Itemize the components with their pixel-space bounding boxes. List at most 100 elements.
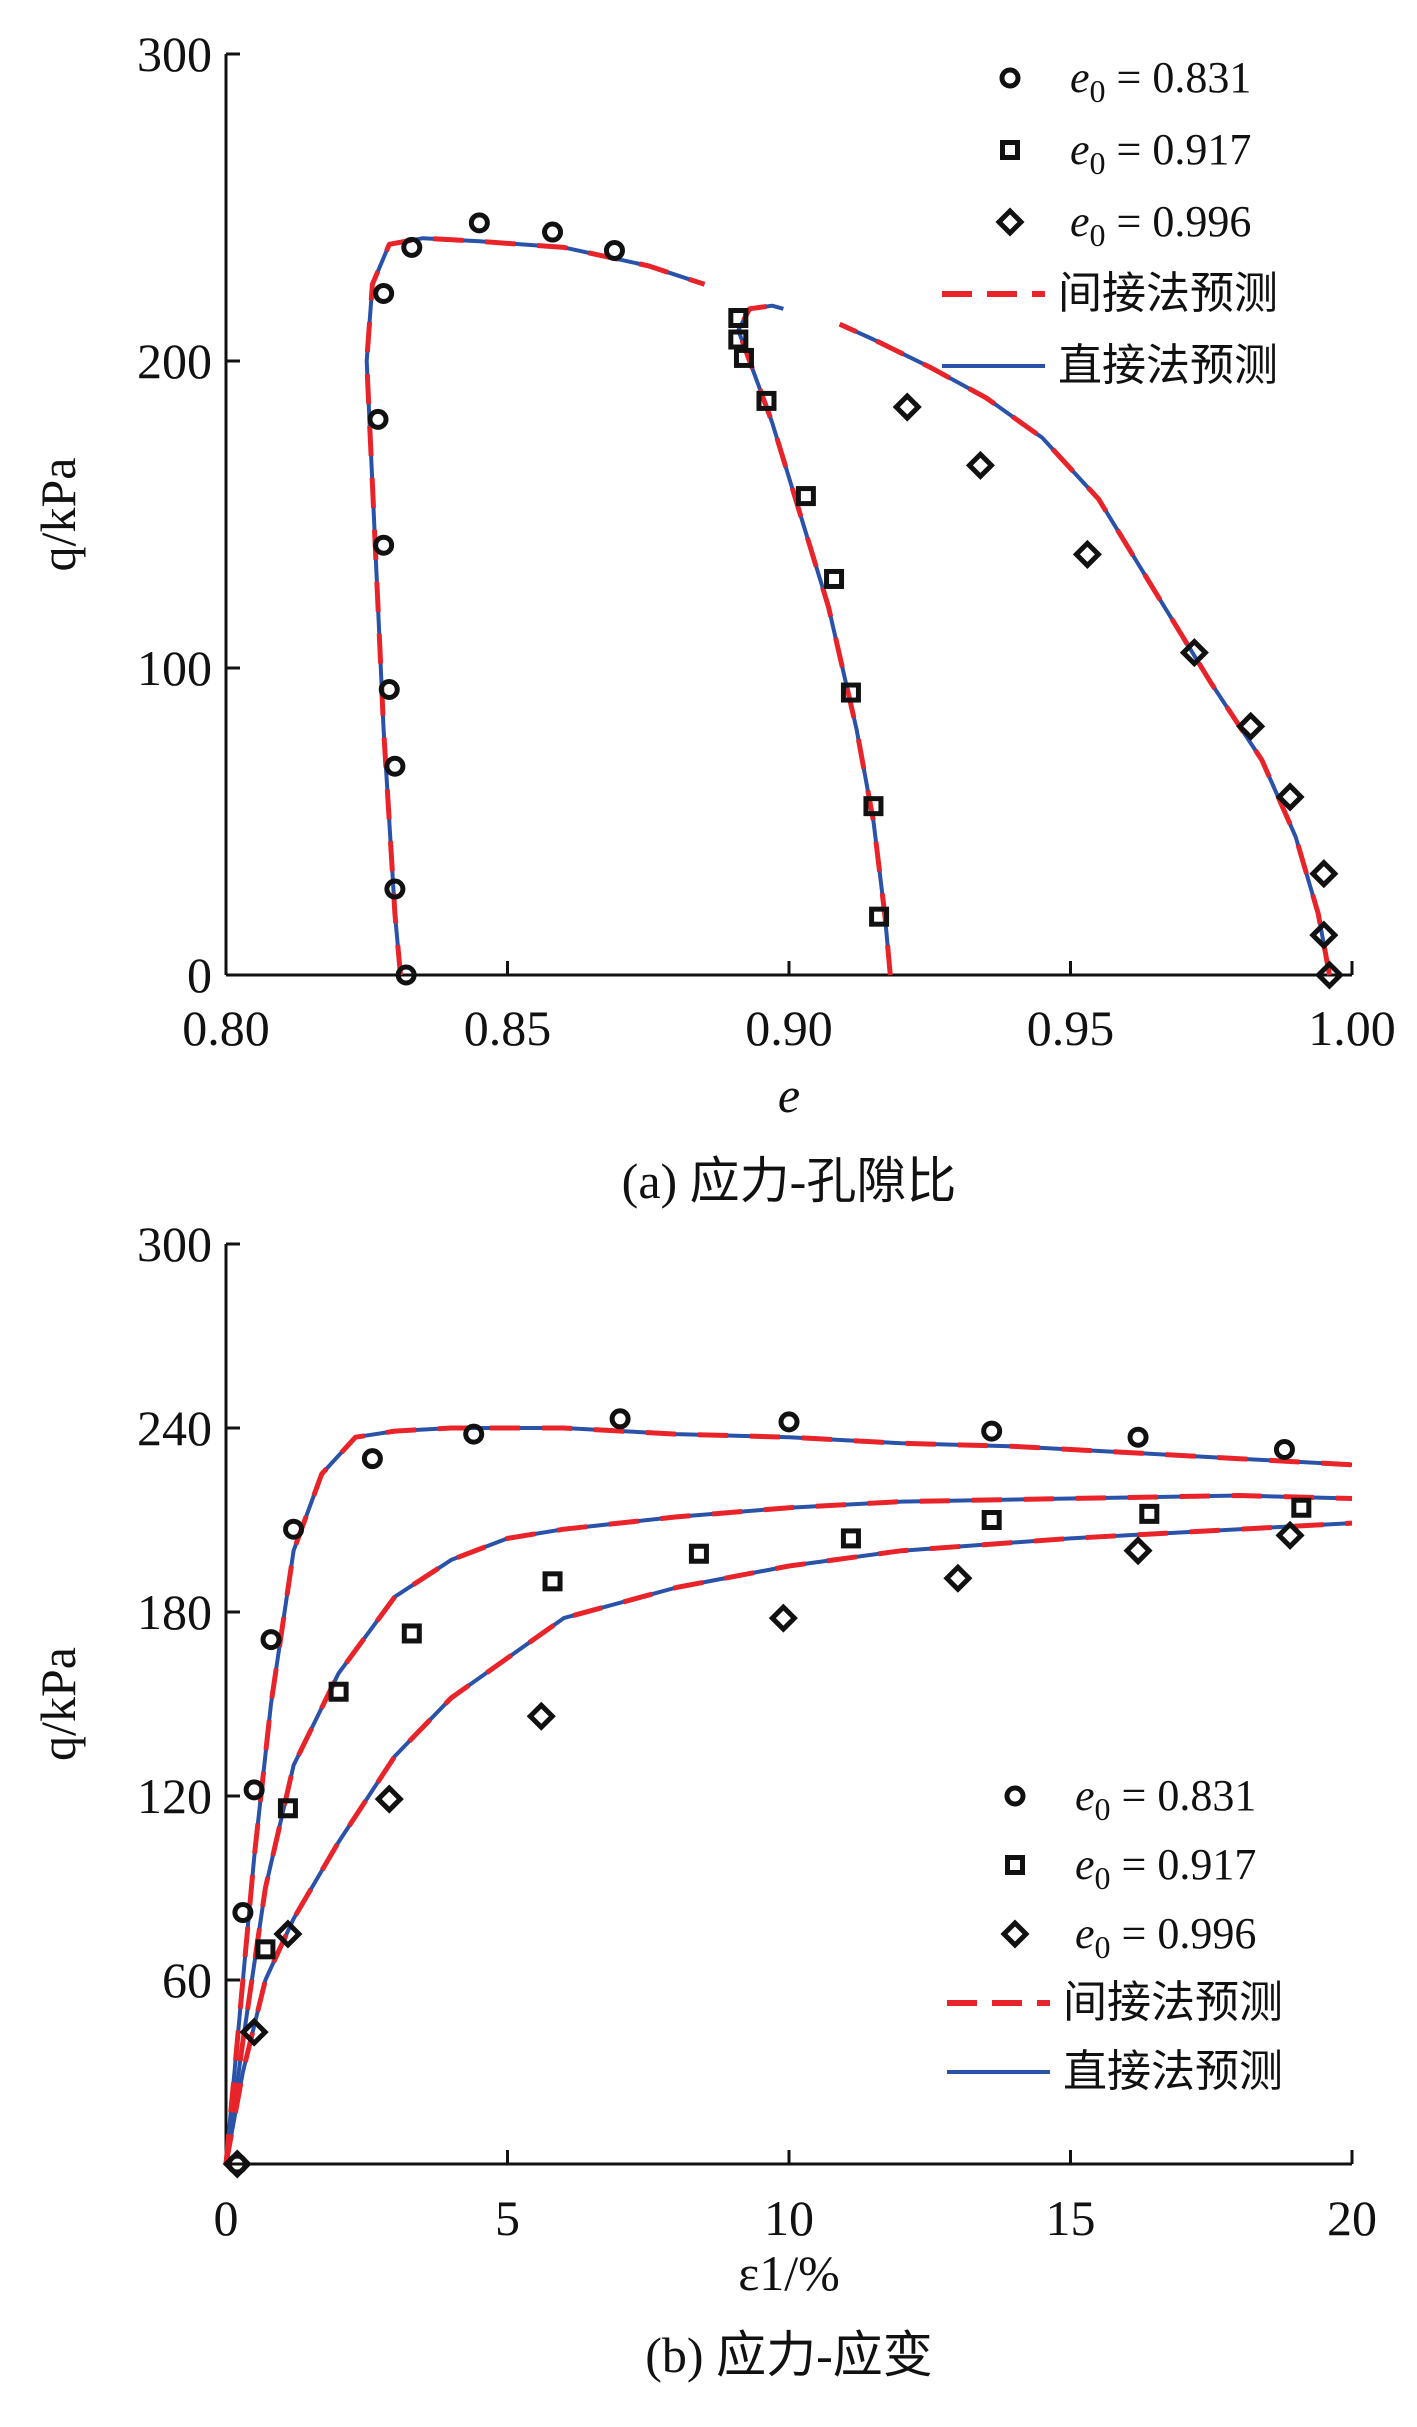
data-point-circle: [778, 1411, 800, 1433]
data-point-circle: [232, 1902, 254, 1924]
legend-marker-diamond: [995, 207, 1025, 237]
x-tick-label: 1.00: [1308, 1000, 1396, 1056]
data-point-circle: [243, 1779, 265, 1801]
data-point-diamond: [1179, 638, 1209, 668]
legend-marker-square: [1005, 1855, 1025, 1875]
x-tick-label: 10: [764, 2190, 814, 2246]
data-point-circle: [395, 964, 417, 986]
data-point-diamond: [1309, 859, 1339, 889]
data-point-circle: [981, 1420, 1003, 1442]
data-point-diamond: [1275, 782, 1305, 812]
data-point-square: [733, 347, 754, 368]
legend-label: e0 = 0.996: [1070, 197, 1251, 253]
data-point-circle: [373, 282, 395, 304]
legend-label: e0 = 0.917: [1070, 125, 1251, 181]
data-point-square: [255, 1939, 276, 1960]
data-point-diamond: [222, 2149, 252, 2179]
y-tick-label: 240: [137, 1400, 212, 1456]
indirect-prediction-curve-2: [223, 1493, 1353, 2165]
data-point-circle: [468, 212, 490, 234]
legend-label: 直接法预测: [1058, 341, 1278, 390]
data-point-diamond: [273, 1919, 303, 1949]
indirect-prediction-curve-2: [735, 303, 893, 976]
data-point-circle: [384, 878, 406, 900]
y-tick-label: 0: [187, 947, 212, 1003]
legend-label: e0 = 0.917: [1075, 1840, 1256, 1896]
y-tick-label: 200: [137, 333, 212, 389]
data-point-diamond: [768, 1603, 798, 1633]
x-tick-label: 15: [1046, 2190, 1096, 2246]
legend-marker-diamond: [1000, 1919, 1030, 1949]
y-tick-label: 120: [137, 1768, 212, 1824]
legend-label: e0 = 0.831: [1075, 1771, 1256, 1827]
chart-a-stress-void-ratio: 0.80 0.85 0.90 0.95 1.00 0 100 200 300 q/kPa e (a) …: [30, 26, 1396, 1209]
data-point-square: [981, 1510, 1002, 1530]
x-tick-label: 20: [1327, 2190, 1377, 2246]
data-point-circle: [367, 408, 389, 430]
data-point-circle: [463, 1423, 485, 1445]
x-tick-label: 0.85: [464, 1000, 552, 1056]
data-point-square: [869, 906, 890, 927]
data-point-circle: [260, 1629, 282, 1651]
data-point-square: [328, 1681, 349, 1702]
data-point-square: [688, 1543, 709, 1564]
legend-marker-circle: [999, 67, 1021, 89]
data-point-diamond: [239, 2017, 269, 2047]
data-point-circle: [283, 1518, 305, 1540]
data-point-square: [728, 329, 749, 350]
indirect-prediction-curve-1: [364, 235, 706, 976]
data-point-square: [542, 1571, 563, 1592]
data-point-square: [863, 796, 884, 817]
indirect-prediction-curve-3: [223, 1520, 1353, 2165]
data-point-diamond: [526, 1701, 556, 1731]
data-point-diamond: [1123, 1536, 1153, 1566]
data-point-square: [1139, 1503, 1160, 1524]
data-point-square: [795, 486, 816, 507]
legend-label: e0 = 0.996: [1075, 1909, 1256, 1965]
y-tick-label: 60: [162, 1952, 212, 2008]
direct-prediction-curve-1: [364, 236, 706, 976]
x-tick-label: 0.90: [745, 1000, 833, 1056]
data-point-square: [277, 1798, 298, 1819]
data-point-square: [1291, 1497, 1312, 1518]
data-point-diamond: [374, 1784, 404, 1814]
x-axis-label: ε1/%: [738, 2245, 840, 2301]
data-point-diamond: [943, 1563, 973, 1593]
data-point-circle: [361, 1448, 383, 1470]
legend-marker-circle: [1004, 1785, 1026, 1807]
data-point-circle: [401, 236, 423, 258]
x-tick-label: 0: [214, 2190, 239, 2246]
y-tick-label: 100: [137, 640, 212, 696]
y-axis-label: q/kPa: [30, 1647, 86, 1761]
direct-prediction-curve-3: [838, 322, 1332, 976]
legend-marker-square: [1000, 140, 1020, 160]
data-point-diamond: [1275, 1520, 1305, 1550]
data-point-square: [840, 682, 861, 703]
data-point-circle: [1127, 1426, 1149, 1448]
data-point-square: [401, 1623, 422, 1644]
x-axis-label: e: [778, 1067, 800, 1123]
y-tick-label: 300: [137, 26, 212, 82]
data-point-square: [840, 1528, 861, 1549]
data-point-circle: [384, 755, 406, 777]
data-point-circle: [609, 1408, 631, 1430]
y-tick-label: 300: [137, 1216, 212, 1272]
legend-label: 间接法预测: [1058, 269, 1278, 318]
y-axis-label: q/kPa: [30, 458, 86, 572]
indirect-prediction-curve-1: [223, 1425, 1353, 2165]
data-point-diamond: [1072, 539, 1102, 569]
x-tick-label: 5: [495, 2190, 520, 2246]
data-point-circle: [603, 239, 625, 261]
data-point-circle: [1273, 1438, 1295, 1460]
data-point-circle: [373, 534, 395, 556]
data-point-diamond: [1309, 920, 1339, 950]
data-point-diamond: [1236, 711, 1266, 741]
data-point-square: [824, 568, 845, 589]
x-tick-label: 0.80: [182, 1000, 270, 1056]
data-point-square: [756, 390, 777, 411]
legend-label: 直接法预测: [1063, 2047, 1283, 2096]
legend-label: e0 = 0.831: [1070, 53, 1251, 109]
indirect-prediction-curve-3: [838, 321, 1332, 976]
y-tick-label: 180: [137, 1584, 212, 1640]
